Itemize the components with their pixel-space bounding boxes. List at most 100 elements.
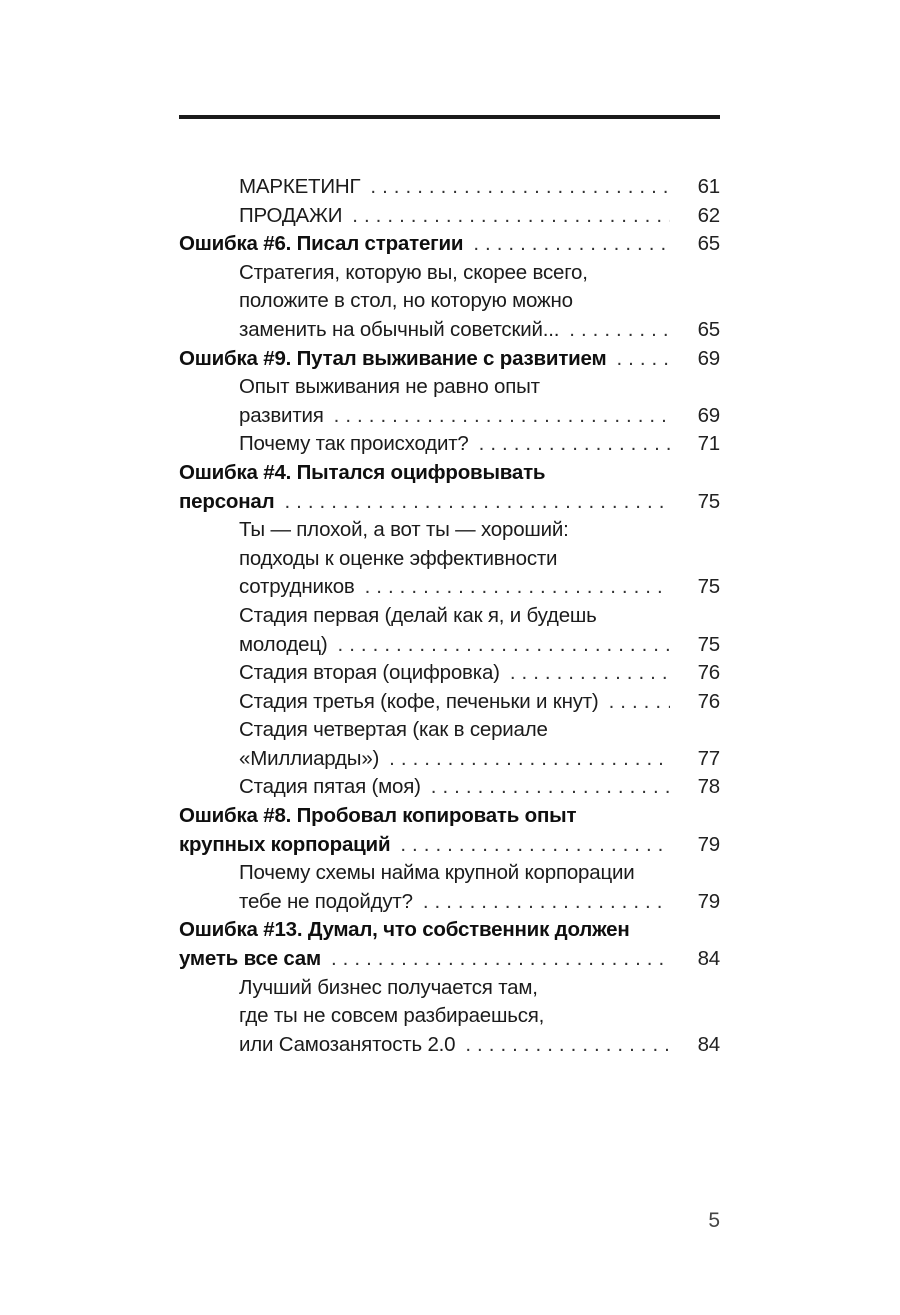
toc-line: крупных корпораций......................…	[179, 831, 720, 860]
toc-page-number: 69	[697, 403, 721, 427]
toc-line-text: «Миллиарды»)	[239, 746, 380, 770]
toc-line-text: сотрудников	[239, 575, 355, 599]
toc-page-number: 71	[697, 432, 721, 456]
toc-line: персонал................................…	[179, 488, 720, 517]
top-rule	[179, 115, 720, 119]
toc-line-text: Ошибка #4. Пытался оцифровывать	[179, 460, 546, 484]
book-page: МАРКЕТИНГ...............................…	[0, 115, 900, 1315]
toc-line-text: развития	[239, 403, 324, 427]
toc-line: Стратегия, которую вы, скорее всего,	[179, 259, 720, 288]
toc-line-text: где ты не совсем разбираешься,	[239, 1004, 545, 1028]
toc-sub-entry: Лучший бизнес получается там, где ты не с…	[179, 974, 720, 1060]
toc-line: положите в стол, но которую можно	[179, 287, 720, 316]
toc-sub-entry: Опыт выживания не равно опыт развития....…	[179, 373, 720, 430]
toc-page-number: 78	[697, 775, 721, 799]
dot-leader: ........................................…	[608, 689, 670, 713]
toc-sub-entry: Стратегия, которую вы, скорее всего, поло…	[179, 259, 720, 345]
toc-line: Стадия четвертая (как в сериале	[179, 716, 720, 745]
toc-line-text: Ошибка #13. Думал, что собственник долже…	[179, 918, 630, 942]
dot-leader: ........................................…	[389, 746, 670, 770]
dot-leader: ........................................…	[400, 832, 670, 856]
toc-line: Почему схемы найма крупной корпорации	[179, 859, 720, 888]
dot-leader: ........................................…	[473, 232, 670, 256]
toc-line: Ты — плохой, а вот ты — хороший:	[179, 516, 720, 545]
toc-page-number: 61	[697, 175, 721, 198]
toc-line-text: Ты — плохой, а вот ты — хороший:	[239, 518, 569, 542]
toc-chapter-entry: Ошибка #4. Пытался оцифровывать персонал.…	[179, 459, 720, 516]
toc-line: Ошибка #9. Путал выживание с развитием..…	[179, 345, 720, 374]
toc-line-text: Стадия вторая (оцифровка)	[239, 661, 500, 685]
dot-leader: ........................................…	[422, 889, 670, 913]
toc-line-text: заменить на обычный советский...	[239, 317, 560, 341]
toc-line: Лучший бизнес получается там,	[179, 974, 720, 1003]
toc-line-text: персонал	[179, 489, 275, 513]
dot-leader: ........................................…	[370, 175, 670, 198]
toc-sub-entry: Почему схемы найма крупной корпорации теб…	[179, 859, 720, 916]
dot-leader: ........................................…	[364, 575, 670, 599]
toc-line-text: или Самозанятость 2.0	[239, 1032, 456, 1056]
toc-line: Стадия вторая (оцифровка)...............…	[179, 659, 720, 688]
toc-line-text: Стадия третья (кофе, печеньки и кнут)	[239, 689, 599, 713]
toc-line-text: молодец)	[239, 632, 328, 656]
toc-line-text: Ошибка #6. Писал стратегии	[179, 232, 464, 256]
toc-line: Стадия пятая (моя)......................…	[179, 773, 720, 802]
toc-list: МАРКЕТИНГ...............................…	[179, 173, 720, 1059]
toc-line: Почему так происходит?..................…	[179, 430, 720, 459]
toc-line: подходы к оценке эффективности	[179, 545, 720, 574]
toc-line: развития................................…	[179, 402, 720, 431]
toc-sub-entry: Стадия первая (делай как я, и будешь моло…	[179, 602, 720, 659]
dot-leader: ........................................…	[330, 947, 670, 971]
toc-chapter-entry: Ошибка #6. Писал стратегии..............…	[179, 230, 720, 259]
toc-line-text: Ошибка #8. Пробовал копировать опыт	[179, 804, 577, 828]
toc-chapter-entry: Ошибка #13. Думал, что собственник долже…	[179, 916, 720, 973]
toc-line-text: Почему схемы найма крупной корпорации	[239, 861, 635, 885]
toc-sub-entry: ПРОДАЖИ.................................…	[179, 202, 720, 231]
toc-line-text: Лучший бизнес получается там,	[239, 975, 538, 999]
toc-line-text: ПРОДАЖИ	[239, 203, 343, 227]
toc-line: Стадия первая (делай как я, и будешь	[179, 602, 720, 631]
toc-line: тебе не подойдут?.......................…	[179, 888, 720, 917]
toc-page-number: 75	[697, 632, 721, 656]
toc-line: Ошибка #8. Пробовал копировать опыт	[179, 802, 720, 831]
toc-page-number: 84	[697, 1032, 721, 1056]
dot-leader: ........................................…	[333, 403, 670, 427]
toc-line: ПРОДАЖИ.................................…	[179, 202, 720, 231]
dot-leader: ........................................…	[509, 661, 670, 685]
toc-line: заменить на обычный советский...........…	[179, 316, 720, 345]
toc-line-text: тебе не подойдут?	[239, 889, 413, 913]
dot-leader: ........................................…	[616, 346, 670, 370]
toc-line: «Миллиарды»)............................…	[179, 745, 720, 774]
toc-sub-entry: Ты — плохой, а вот ты — хороший: подходы …	[179, 516, 720, 602]
toc-page-number: 79	[697, 889, 721, 913]
dot-leader: ........................................…	[478, 432, 670, 456]
dot-leader: ........................................…	[284, 489, 670, 513]
toc-page-number: 79	[697, 832, 721, 856]
folio-page-number: 5	[708, 1209, 720, 1232]
toc-line: Ошибка #6. Писал стратегии..............…	[179, 230, 720, 259]
toc-line-text: Стадия четвертая (как в сериале	[239, 718, 548, 742]
toc-line-text: подходы к оценке эффективности	[239, 546, 558, 570]
toc-page-number: 65	[697, 317, 721, 341]
toc-page-number: 62	[697, 203, 721, 227]
toc-line: Стадия третья (кофе, печеньки и кнут)...…	[179, 688, 720, 717]
toc-line-text: положите в стол, но которую можно	[239, 289, 573, 313]
toc-page-number: 69	[697, 346, 721, 370]
toc-line-text: МАРКЕТИНГ	[239, 175, 361, 198]
toc-sub-entry: Почему так происходит?..................…	[179, 430, 720, 459]
toc-line: Опыт выживания не равно опыт	[179, 373, 720, 402]
toc-line-text: Стадия первая (делай как я, и будешь	[239, 603, 597, 627]
toc-line: где ты не совсем разбираешься,	[179, 1002, 720, 1031]
toc-line: уметь все сам...........................…	[179, 945, 720, 974]
dot-leader: ........................................…	[337, 632, 670, 656]
toc-sub-entry: Стадия вторая (оцифровка)...............…	[179, 659, 720, 688]
toc-line: сотрудников.............................…	[179, 573, 720, 602]
toc-page-number: 65	[697, 232, 721, 256]
toc-line: или Самозанятость 2.0...................…	[179, 1031, 720, 1060]
toc-sub-entry: МАРКЕТИНГ...............................…	[179, 173, 720, 202]
toc-sub-entry: Стадия четвертая (как в сериале «Миллиард…	[179, 716, 720, 773]
toc-page-number: 84	[697, 947, 721, 971]
dot-leader: ........................................…	[352, 203, 670, 227]
toc-line-text: Опыт выживания не равно опыт	[239, 375, 540, 399]
toc-sub-entry: Стадия пятая (моя)......................…	[179, 773, 720, 802]
dot-leader: ........................................…	[465, 1032, 670, 1056]
